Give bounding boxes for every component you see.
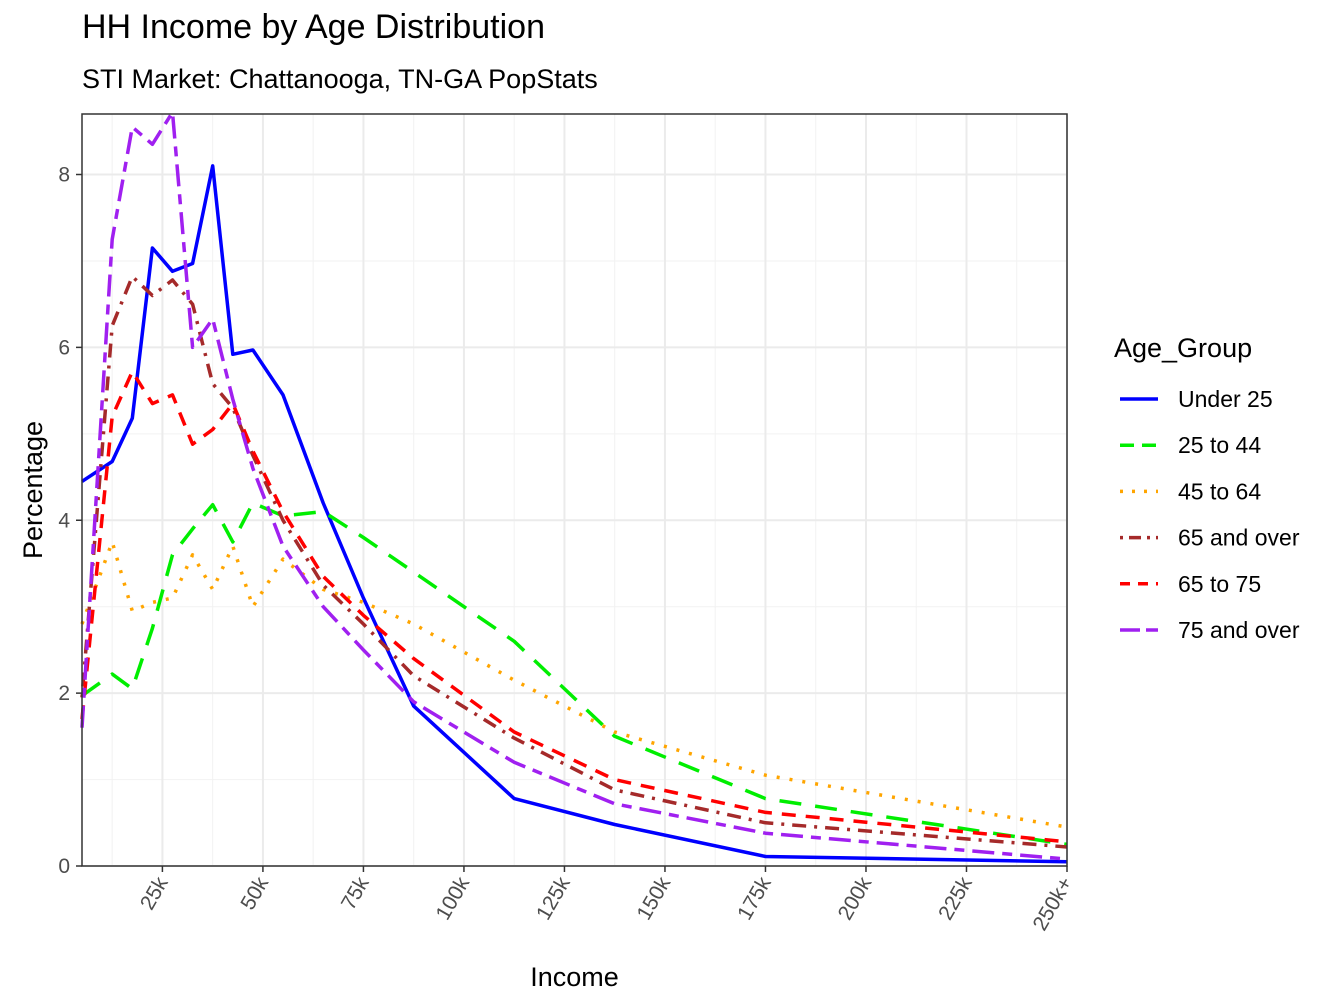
series-line-25-to-44 <box>80 501 1068 847</box>
x-axis-label: Income <box>530 962 619 992</box>
chart-subtitle: STI Market: Chattanooga, TN-GA PopStats <box>82 64 598 94</box>
y-tick-label: 6 <box>58 336 70 359</box>
chart-title: HH Income by Age Distribution <box>82 8 545 46</box>
panel-border <box>81 113 1068 867</box>
grid-lines <box>82 114 1068 867</box>
y-tick-label: 2 <box>58 682 70 705</box>
x-axis-ticks: 25k 50k 75k 100k 125k 150k 175k 200k 225k 250k+ <box>136 866 1077 935</box>
series-line-45-to-64 <box>80 540 1068 829</box>
x-tick-label: 75k <box>337 873 374 914</box>
y-tick-label: 8 <box>58 164 70 187</box>
legend-label: 45 to 64 <box>1178 478 1261 504</box>
legend: Under 25 25 to 44 45 to 64 65 and over 65 to… <box>1120 386 1300 643</box>
legend-label: 65 to 75 <box>1178 571 1261 597</box>
x-tick-label: 100k <box>432 873 475 924</box>
x-tick-label: 175k <box>733 873 776 924</box>
x-tick-label: 225k <box>934 873 977 924</box>
series-lines <box>80 110 1068 864</box>
legend-label: 75 and over <box>1178 617 1300 643</box>
x-tick-label: 150k <box>633 873 676 924</box>
series-line-under-25 <box>81 164 1068 864</box>
x-tick-label: 250k+ <box>1029 873 1078 935</box>
series-line-65-and-over <box>80 274 1068 849</box>
legend-label: 65 and over <box>1178 525 1300 551</box>
y-tick-label: 0 <box>58 855 70 878</box>
y-axis-ticks: 0 2 4 6 8 <box>58 164 82 878</box>
x-tick-label: 25k <box>136 873 173 914</box>
x-tick-label: 50k <box>236 873 273 914</box>
y-tick-label: 4 <box>58 509 70 532</box>
legend-label: 25 to 44 <box>1178 432 1261 458</box>
y-axis-label: Percentage <box>18 421 48 559</box>
x-tick-label: 200k <box>834 873 877 924</box>
series-line-75-and-over <box>80 110 1068 861</box>
legend-label: Under 25 <box>1178 386 1273 412</box>
x-tick-label: 125k <box>532 873 575 924</box>
legend-title: Age_Group <box>1114 333 1252 363</box>
